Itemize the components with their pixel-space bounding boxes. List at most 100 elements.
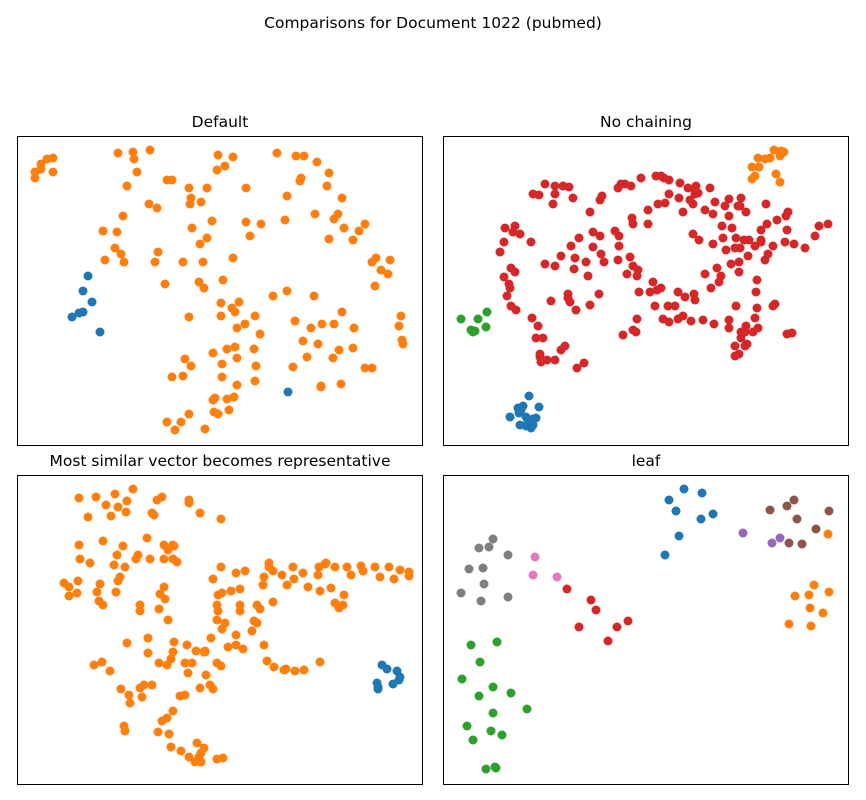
scatter-point — [782, 225, 792, 235]
scatter-point — [474, 691, 484, 701]
scatter-point — [185, 199, 195, 209]
scatter-point — [213, 150, 223, 160]
series-orange — [784, 529, 834, 631]
scatter-point — [176, 417, 186, 427]
scatter-point — [810, 231, 820, 241]
scatter-point — [526, 237, 536, 247]
scatter-point — [212, 600, 222, 610]
scatter-point — [144, 199, 154, 209]
scatter-point — [172, 557, 182, 567]
scatter-point — [231, 568, 241, 578]
scatter-point — [678, 311, 688, 321]
scatter-point — [724, 211, 734, 221]
scatter-point — [310, 209, 320, 219]
scatter-point — [476, 596, 486, 606]
scatter-point — [718, 233, 728, 243]
scatter-point — [499, 272, 509, 282]
scatter-point — [302, 352, 312, 362]
scatter-point — [339, 590, 349, 600]
scatter-point — [122, 496, 132, 506]
scatter-point — [789, 239, 799, 249]
scatter-point — [167, 175, 177, 185]
scatter-panel-no-chaining — [443, 136, 849, 446]
scatter-point — [245, 231, 255, 241]
scatter-point — [790, 591, 800, 601]
scatter-point — [83, 512, 93, 522]
scatter-point — [282, 286, 292, 296]
scatter-point — [98, 600, 108, 610]
scatter-point — [216, 661, 226, 671]
scatter-point — [752, 275, 762, 285]
scatter-point — [789, 495, 799, 505]
scatter-point — [122, 181, 132, 191]
scatter-point — [147, 680, 157, 690]
scatter-point — [145, 145, 155, 155]
scatter-point — [734, 257, 744, 267]
scatter-point — [481, 764, 491, 774]
scatter-point — [775, 151, 785, 161]
scatter-point — [229, 392, 239, 402]
scatter-point — [531, 333, 541, 343]
scatter-point — [64, 591, 74, 601]
scatter-point — [772, 215, 782, 225]
series-blue — [660, 484, 718, 560]
scatter-point — [329, 319, 339, 329]
scatter-point — [202, 183, 212, 193]
scatter-point — [656, 283, 666, 293]
scatter-point — [505, 283, 515, 293]
scatter-point — [645, 287, 655, 297]
scatter-point — [78, 286, 88, 296]
scatter-point — [312, 157, 322, 167]
scatter-point — [734, 349, 744, 359]
scatter-point — [95, 579, 105, 589]
scatter-point — [700, 205, 710, 215]
scatter-point — [618, 330, 628, 340]
scatter-point — [212, 165, 222, 175]
scatter-point — [588, 242, 598, 252]
scatter-point — [154, 658, 164, 668]
scatter-point — [388, 679, 398, 689]
scatter-point — [473, 314, 483, 324]
scatter-point — [72, 588, 82, 598]
scatter-point — [132, 167, 142, 177]
scatter-point — [143, 633, 153, 643]
scatter-point — [632, 314, 642, 324]
scatter-point — [499, 237, 509, 247]
scatter-point — [191, 646, 201, 656]
scatter-point — [511, 305, 521, 315]
scatter-point — [303, 582, 313, 592]
scatter-point — [474, 543, 484, 553]
scatter-point — [571, 305, 581, 315]
scatter-point — [199, 283, 209, 293]
scatter-point — [291, 151, 301, 161]
scatter-point — [110, 489, 120, 499]
scatter-point — [613, 183, 623, 193]
scatter-point — [48, 153, 58, 163]
scatter-point — [91, 492, 101, 502]
scatter-point — [382, 664, 392, 674]
scatter-point — [373, 682, 383, 692]
scatter-point — [98, 536, 108, 546]
series-orange — [747, 145, 789, 187]
scatter-point — [503, 592, 513, 602]
scatter-point — [208, 395, 218, 405]
scatter-point — [743, 251, 753, 261]
scatter-point — [690, 295, 700, 305]
scatter-point — [752, 303, 762, 313]
scatter-point — [153, 247, 163, 257]
scatter-point — [218, 753, 228, 763]
scatter-point — [731, 233, 741, 243]
scatter-point — [370, 562, 380, 572]
scatter-point — [112, 550, 122, 560]
scatter-point — [299, 665, 309, 675]
scatter-point — [664, 175, 674, 185]
scatter-point — [566, 241, 576, 251]
scatter-point — [753, 153, 763, 163]
scatter-point — [298, 568, 308, 578]
scatter-point — [330, 598, 340, 608]
scatter-point — [585, 300, 595, 310]
scatter-point — [542, 355, 552, 365]
scatter-point — [468, 735, 478, 745]
scatter-point — [599, 257, 609, 267]
series-brown — [765, 495, 834, 549]
